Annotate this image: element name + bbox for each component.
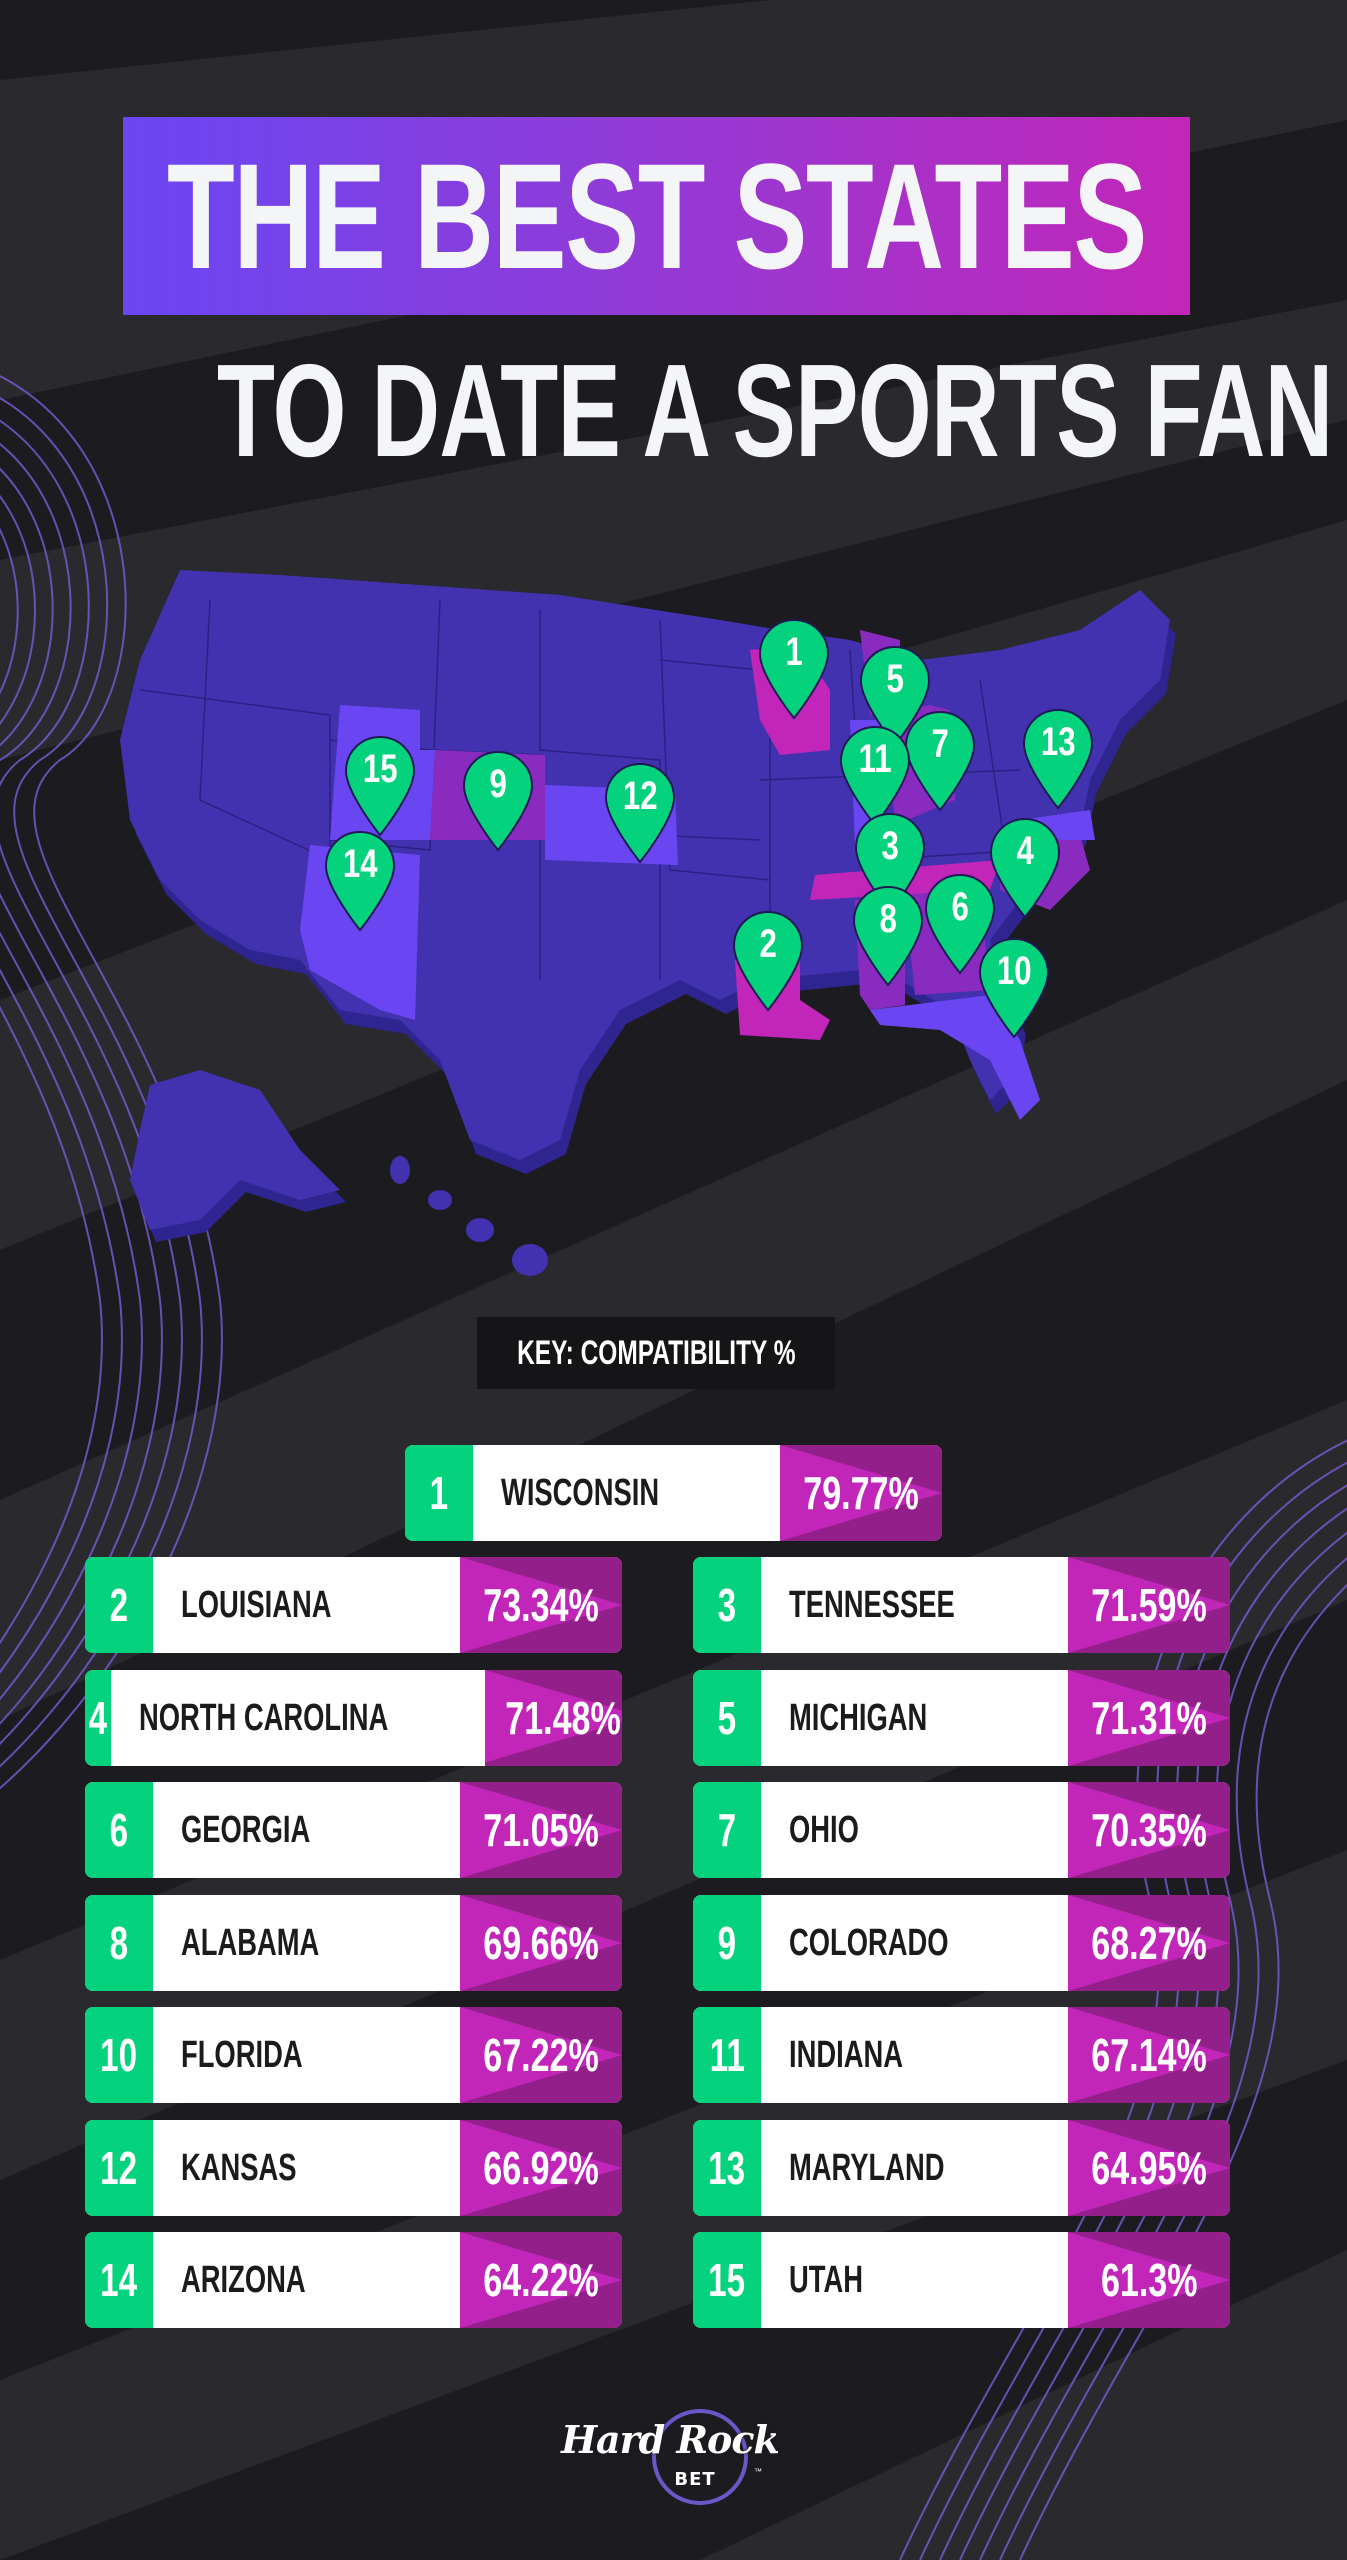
map-pin-2[interactable]: 2 [731,910,805,1014]
rank-badge: 11 [693,2007,761,2103]
rank-badge: 10 [85,2007,153,2103]
map-pin-14[interactable]: 14 [323,830,397,934]
rank-badge: 1 [405,1445,473,1541]
state-name: COLORADO [761,1895,1068,1991]
map-pin-4[interactable]: 4 [988,817,1062,921]
rank-badge: 15 [693,2232,761,2328]
rank-badge: 2 [85,1557,153,1653]
ranking-row-12: 12 KANSAS 66.92% [85,2120,622,2216]
compatibility-pct: 67.14% [1068,2007,1230,2103]
rank-badge: 4 [85,1670,111,1766]
compatibility-pct: 70.35% [1068,1782,1230,1878]
ranking-row-11: 11 INDIANA 67.14% [693,2007,1230,2103]
state-maryland [1020,810,1095,840]
ranking-row-8: 8 ALABAMA 69.66% [85,1895,622,1991]
page-subtitle: TO DATE A SPORTS FAN [216,337,1333,484]
ranking-row-7: 7 OHIO 70.35% [693,1782,1230,1878]
map-pin-1[interactable]: 1 [757,618,831,722]
map-pin-8[interactable]: 8 [851,885,925,989]
compatibility-pct: 69.66% [460,1895,622,1991]
rank-badge: 9 [693,1895,761,1991]
state-arizona [300,845,420,1020]
ranking-row-2: 2 LOUISIANA 73.34% [85,1557,622,1653]
ranking-row-9: 9 COLORADO 68.27% [693,1895,1230,1991]
rank-badge: 13 [693,2120,761,2216]
map-pin-11[interactable]: 11 [838,725,912,829]
state-name: INDIANA [761,2007,1068,2103]
compatibility-pct: 71.05% [460,1782,622,1878]
rank-badge: 7 [693,1782,761,1878]
ranking-row-13: 13 MARYLAND 64.95% [693,2120,1230,2216]
ranking-row-1: 1 WISCONSIN 79.77% [405,1445,942,1541]
key-label: KEY: COMPATIBILITY % [477,1317,835,1389]
state-name: OHIO [761,1782,1068,1878]
ranking-row-5: 5 MICHIGAN 71.31% [693,1670,1230,1766]
map-pin-13[interactable]: 13 [1021,708,1095,812]
rank-badge: 12 [85,2120,153,2216]
state-florida [870,995,1040,1120]
map-pin-15[interactable]: 15 [343,735,417,839]
rank-badge: 6 [85,1782,153,1878]
rank-badge: 3 [693,1557,761,1653]
map-pin-9[interactable]: 9 [461,750,535,854]
compatibility-pct: 61.3% [1068,2232,1230,2328]
page-title: THE BEST STATES [167,132,1147,300]
us-map: 1 5 7 11 13 3 4 8 6 2 10 15 [0,540,1347,1280]
ranking-row-15: 15 UTAH 61.3% [693,2232,1230,2328]
state-name: ARIZONA [153,2232,460,2328]
compatibility-pct: 79.77% [780,1445,942,1541]
state-name: UTAH [761,2232,1068,2328]
map-pin-12[interactable]: 12 [603,762,677,866]
state-name: LOUISIANA [153,1557,460,1653]
state-name: FLORIDA [153,2007,460,2103]
map-pin-6[interactable]: 6 [923,873,997,977]
compatibility-pct: 66.92% [460,2120,622,2216]
state-name: NORTH CAROLINA [110,1670,485,1766]
ranking-row-3: 3 TENNESSEE 71.59% [693,1557,1230,1653]
ranking-row-14: 14 ARIZONA 64.22% [85,2232,622,2328]
state-name: KANSAS [153,2120,460,2216]
state-name: MARYLAND [761,2120,1068,2216]
compatibility-pct: 73.34% [460,1557,622,1653]
us-map-shape [120,570,1176,1276]
compatibility-pct: 64.95% [1068,2120,1230,2216]
compatibility-pct: 71.59% [1068,1557,1230,1653]
map-pin-7[interactable]: 7 [903,710,977,814]
rank-badge: 8 [85,1895,153,1991]
state-name: MICHIGAN [761,1670,1068,1766]
logo-ring-icon [652,2409,748,2505]
ranking-row-4: 4 NORTH CAROLINA 71.48% [85,1670,622,1766]
state-name: GEORGIA [153,1782,460,1878]
compatibility-pct: 64.22% [460,2232,622,2328]
state-name: WISCONSIN [473,1445,780,1541]
rank-badge: 5 [693,1670,761,1766]
rank-badge: 14 [85,2232,153,2328]
compatibility-pct: 71.48% [484,1670,622,1766]
ranking-row-10: 10 FLORIDA 67.22% [85,2007,622,2103]
hard-rock-bet-logo: Hard Rock BET ™ [560,2395,780,2505]
state-name: ALABAMA [153,1895,460,1991]
compatibility-pct: 68.27% [1068,1895,1230,1991]
compatibility-pct: 67.22% [460,2007,622,2103]
ranking-row-6: 6 GEORGIA 71.05% [85,1782,622,1878]
map-pin-10[interactable]: 10 [977,937,1051,1041]
title-banner: THE BEST STATES [123,117,1190,315]
compatibility-pct: 71.31% [1068,1670,1230,1766]
state-name: TENNESSEE [761,1557,1068,1653]
